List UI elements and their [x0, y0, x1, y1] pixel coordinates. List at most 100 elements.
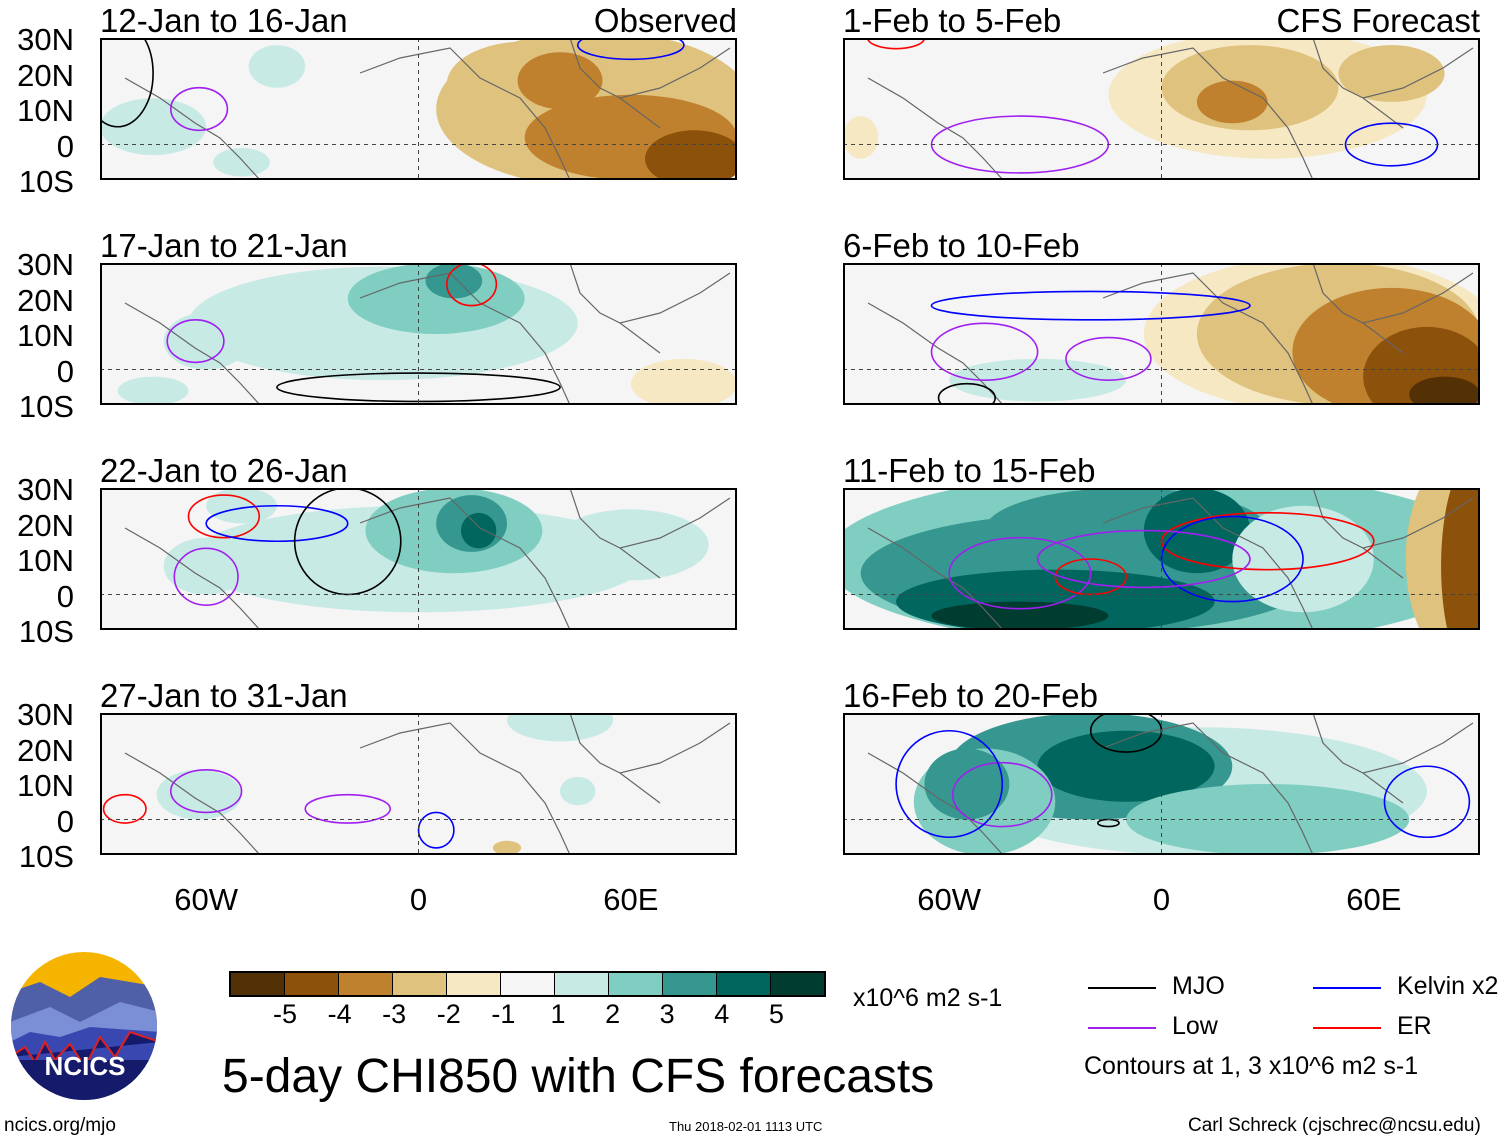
contour-line — [930, 322, 1039, 381]
contour-line — [304, 793, 391, 824]
contour-line — [1036, 529, 1251, 589]
contour-line — [1383, 765, 1471, 839]
contour-line — [1054, 558, 1127, 596]
map-panel — [843, 38, 1480, 180]
colorbar-tick-label: -4 — [327, 999, 352, 1029]
lat-label: 20N — [17, 57, 74, 93]
colorbar-tick-label: 1 — [550, 999, 566, 1029]
footer-timestamp: Thu 2018-02-01 1113 UTC — [669, 1119, 823, 1134]
lat-label: 0 — [56, 803, 74, 839]
map-panel — [100, 38, 737, 180]
map-panel — [843, 488, 1480, 630]
legend-label: ER — [1397, 1012, 1432, 1040]
map-panel — [100, 263, 737, 405]
coastlines — [867, 38, 1474, 180]
footer-author: Carl Schreck (cjschrec@ncsu.edu) — [1188, 1115, 1481, 1136]
chi-anomaly-region — [163, 312, 249, 370]
chi-anomaly-region — [517, 52, 603, 109]
figure-title: 5-day CHI850 with CFS forecasts — [222, 1050, 935, 1103]
chi-anomaly-region — [949, 358, 1127, 402]
chi-anomaly-region — [156, 769, 242, 820]
contour-line — [169, 768, 243, 814]
panel-title: 12-Jan to 16-Jan — [100, 2, 348, 39]
contour-line — [937, 382, 996, 405]
chi-anomaly-region — [1409, 376, 1480, 405]
chi-anomaly-region — [492, 840, 522, 855]
lat-label: 0 — [56, 128, 74, 164]
panel-title: 1-Feb to 5-Feb — [843, 2, 1062, 39]
panel-source-label: CFS Forecast — [1276, 2, 1480, 39]
chi-anomaly-region — [248, 45, 306, 88]
panel-title: 6-Feb to 10-Feb — [843, 227, 1080, 264]
lat-label: 10S — [18, 614, 74, 649]
colorbar-swatch — [501, 973, 555, 995]
colorbar-tick-label: 3 — [659, 999, 675, 1029]
colorbar-swatch — [285, 973, 339, 995]
lon-label: 0 — [1152, 882, 1171, 917]
lon-label: 60E — [1346, 882, 1402, 917]
chi-anomaly-region — [163, 537, 249, 595]
contour-line — [576, 38, 685, 61]
contour-line — [1160, 512, 1375, 571]
contour-line — [173, 547, 239, 606]
colorbar-tick-label: -3 — [382, 999, 407, 1029]
chi-anomaly-region — [425, 263, 483, 299]
map-panel — [843, 713, 1480, 855]
contour-line — [100, 38, 154, 128]
colorbar-tick-label: -2 — [436, 999, 461, 1029]
chi-anomaly-region — [645, 130, 737, 180]
lat-label: 10S — [18, 164, 74, 199]
chi-anomaly-region — [931, 601, 1109, 630]
map-panel — [100, 713, 737, 855]
lat-label: 10S — [18, 389, 74, 424]
coastlines — [124, 488, 731, 630]
coastlines — [124, 38, 731, 180]
lon-label: 60E — [603, 882, 659, 917]
contour-line — [205, 504, 349, 543]
coastlines — [867, 263, 1474, 405]
map-panel — [843, 263, 1480, 405]
lat-label: 10N — [17, 93, 74, 128]
legend-line — [1313, 1027, 1381, 1029]
colorbar-swatch — [555, 973, 609, 995]
lat-label: 10N — [17, 543, 74, 578]
chi-anomaly-region — [1338, 45, 1445, 102]
colorbar-tick-label: 4 — [714, 999, 730, 1029]
contour-note: Contours at 1, 3 x10^6 m2 s-1 — [1084, 1052, 1419, 1080]
chi-anomaly-region — [1441, 488, 1480, 630]
colorbar-swatch — [393, 973, 447, 995]
contour-line — [166, 318, 225, 364]
panel-title: 11-Feb to 15-Feb — [843, 452, 1096, 489]
lat-label: 20N — [17, 732, 74, 768]
legend-label: MJO — [1172, 972, 1225, 1000]
lat-label: 10S — [18, 839, 74, 874]
contour-line — [102, 793, 147, 824]
contour-line — [417, 811, 455, 849]
contour-line — [187, 494, 261, 539]
contour-line — [895, 729, 1004, 839]
lat-label: 0 — [56, 578, 74, 614]
coastlines — [124, 263, 731, 405]
contour-line — [1065, 336, 1152, 381]
chi-anomaly-region — [843, 116, 879, 159]
lat-label: 10N — [17, 318, 74, 353]
footer-url[interactable]: ncics.org/mjo — [4, 1115, 116, 1136]
panel-source-label: Observed — [593, 2, 737, 39]
lat-label: 20N — [17, 507, 74, 543]
colorbar-swatch — [339, 973, 393, 995]
lon-label: 60W — [174, 882, 239, 917]
colorbar-swatch — [447, 973, 501, 995]
colorbar-tick-label: -1 — [491, 999, 516, 1029]
contour-line — [293, 488, 402, 596]
colorbar-swatch — [771, 973, 824, 995]
map-panel — [100, 488, 737, 630]
lat-label: 10N — [17, 768, 74, 803]
chi-anomaly-region — [630, 358, 737, 405]
colorbar-swatch — [231, 973, 285, 995]
svg-text:NCICS: NCICS — [45, 1051, 126, 1081]
panel-title: 27-Jan to 31-Jan — [100, 677, 348, 714]
chi-anomaly-region — [1196, 80, 1268, 124]
legend-line — [1088, 1027, 1156, 1029]
legend-line — [1313, 987, 1381, 989]
